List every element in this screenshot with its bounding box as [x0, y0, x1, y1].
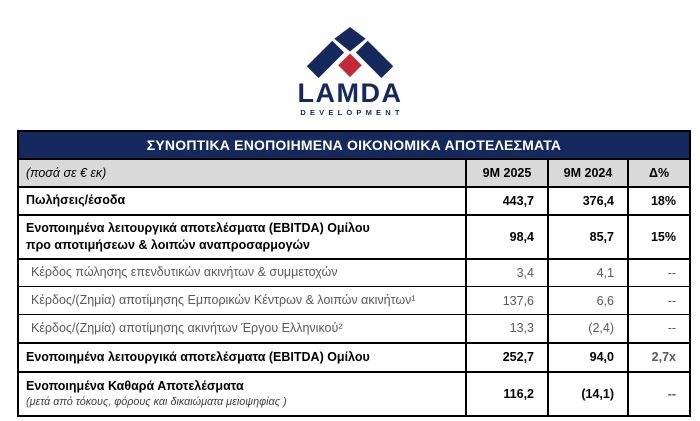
- value-9m-2025: 137,6: [465, 286, 549, 315]
- row-label-note: (μετά από τόκους, φόρους και δικαιώματα …: [26, 395, 287, 408]
- value-9m-2024: (2,4): [547, 314, 629, 343]
- col-header-delta: Δ%: [626, 157, 692, 188]
- logo-subbrand-text: DEVELOPMENT: [300, 108, 404, 117]
- value-9m-2024: 4,1: [547, 258, 629, 287]
- table-row: Κέρδος πώλησης επενδυτικών ακινήτων & συ…: [17, 258, 692, 287]
- value-9m-2024: 85,7: [547, 213, 629, 260]
- value-9m-2025: 3,4: [465, 258, 549, 287]
- row-label: Κέρδος/(Ζημία) αποτίμησης Εμπορικών Κέντ…: [17, 286, 467, 315]
- value-9m-2024: 94,0: [547, 341, 629, 373]
- row-label-line1: Ενοποιημένα Καθαρά Αποτελέσματα: [26, 378, 244, 393]
- value-9m-2025: 252,7: [465, 341, 549, 373]
- value-delta: --: [626, 314, 692, 343]
- value-delta: 15%: [626, 213, 692, 260]
- row-label: Κέρδος πώλησης επενδυτικών ακινήτων & συ…: [17, 258, 467, 287]
- col-header-9m-2024: 9M 2024: [547, 157, 629, 188]
- table-row: Κέρδος/(Ζημία) αποτίμησης Εμπορικών Κέντ…: [17, 286, 692, 315]
- table-title-row: ΣΥΝΟΠΤΙΚΑ ΕΝΟΠΟΙΗΜΕΝΑ ΟΙΚΟΝΟΜΙΚΑ ΑΠΟΤΕΛΕ…: [16, 129, 692, 160]
- value-delta: --: [626, 286, 692, 315]
- value-9m-2025: 13,3: [465, 314, 549, 343]
- col-header-9m-2025: 9M 2025: [465, 157, 549, 188]
- logo-brand-text: LAMDA: [297, 78, 403, 108]
- row-label: Ενοποιημένα Καθαρά Αποτελέσματα (μετά απ…: [17, 370, 467, 417]
- value-delta: 2,7x: [626, 341, 692, 373]
- value-delta: --: [626, 258, 692, 287]
- lamda-logo: LAMDA DEVELOPMENT: [0, 0, 700, 117]
- table-row: Ενοποιημένα Καθαρά Αποτελέσματα (μετά απ…: [17, 370, 692, 417]
- row-label: Ενοποιημένα λειτουργικά αποτελέσματα (EB…: [17, 213, 467, 260]
- value-9m-2025: 98,4: [465, 213, 549, 260]
- value-9m-2024: (14,1): [547, 370, 629, 417]
- value-delta: 18%: [626, 185, 692, 216]
- table-row: Πωλήσεις/έσοδα 443,7 376,4 18%: [17, 185, 692, 216]
- lamda-diamond-logo-icon: [306, 26, 394, 79]
- value-delta: --: [626, 370, 692, 417]
- row-label-line2: προ αποτιμήσεων & λοιπών αναπροσαρμογών: [26, 237, 310, 252]
- value-9m-2025: 443,7: [465, 185, 549, 216]
- table-row: Κέρδος/(Ζημία) αποτίμησης ακινήτων Έργου…: [17, 314, 692, 343]
- unit-note: (ποσά σε € εκ): [17, 157, 467, 188]
- value-9m-2025: 116,2: [465, 370, 549, 417]
- value-9m-2024: 376,4: [547, 185, 629, 216]
- table-row: Ενοποιημένα λειτουργικά αποτελέσματα (EB…: [17, 341, 692, 373]
- row-label: Ενοποιημένα λειτουργικά αποτελέσματα (EB…: [17, 341, 467, 373]
- table-row: Ενοποιημένα λειτουργικά αποτελέσματα (EB…: [17, 213, 692, 260]
- table-title: ΣΥΝΟΠΤΙΚΑ ΕΝΟΠΟΙΗΜΕΝΑ ΟΙΚΟΝΟΜΙΚΑ ΑΠΟΤΕΛΕ…: [16, 129, 692, 160]
- value-9m-2024: 6,6: [547, 286, 629, 315]
- financial-results-table: ΣΥΝΟΠΤΙΚΑ ΕΝΟΠΟΙΗΜΕΝΑ ΟΙΚΟΝΟΜΙΚΑ ΑΠΟΤΕΛΕ…: [16, 129, 692, 417]
- row-label-line1: Ενοποιημένα λειτουργικά αποτελέσματα (EB…: [26, 220, 370, 235]
- row-label: Κέρδος/(Ζημία) αποτίμησης ακινήτων Έργου…: [17, 314, 467, 343]
- table-column-header-row: (ποσά σε € εκ) 9M 2025 9M 2024 Δ%: [17, 157, 692, 188]
- row-label: Πωλήσεις/έσοδα: [17, 185, 467, 216]
